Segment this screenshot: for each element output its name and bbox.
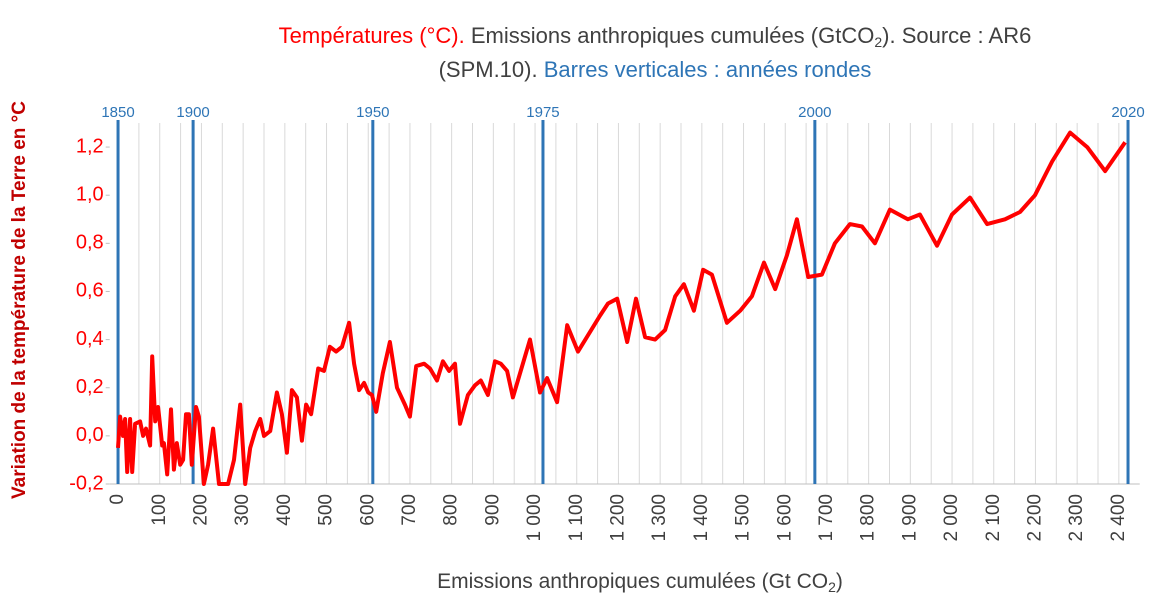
- y-tick-label: -0,2: [69, 472, 103, 494]
- x-tick-label: 400: [274, 494, 295, 526]
- x-tick-label: 300: [232, 494, 253, 526]
- y-tick-label: 0,2: [76, 376, 104, 398]
- x-tick-label: 1 200: [607, 494, 628, 542]
- y-axis-label: Variation de la température de la Terre …: [9, 101, 30, 499]
- y-tick-label: 0,4: [76, 328, 104, 350]
- chart-title: (SPM.10). Barres verticales : années ron…: [439, 57, 872, 82]
- x-tick-label: 900: [482, 494, 503, 526]
- x-tick-label: 1 500: [733, 494, 754, 542]
- chart-title: Températures (°C). Emissions anthropique…: [279, 23, 1032, 50]
- x-tick-label: 2 100: [983, 494, 1004, 542]
- year-label: 1850: [101, 104, 134, 121]
- x-tick-label: 1 300: [649, 494, 670, 542]
- x-tick-label: 1 100: [566, 494, 587, 542]
- x-tick-label: 1 900: [899, 494, 920, 542]
- year-label: 1900: [176, 104, 209, 121]
- x-tick-label: 700: [399, 494, 420, 526]
- x-tick-label: 1 600: [774, 494, 795, 542]
- y-tick-label: 0,8: [76, 232, 104, 254]
- y-tick-label: 1,0: [76, 183, 104, 205]
- x-tick-label: 2 000: [941, 494, 962, 542]
- x-tick-label: 2 200: [1024, 494, 1045, 542]
- x-tick-label: 1 800: [858, 494, 879, 542]
- x-tick-label: 500: [316, 494, 337, 526]
- year-label: 1950: [356, 104, 389, 121]
- year-label: 2020: [1111, 104, 1144, 121]
- x-tick-label: 200: [190, 494, 211, 526]
- year-label: 1975: [526, 104, 559, 121]
- x-tick-label: 0: [107, 494, 128, 505]
- temperature-line: [116, 130, 1127, 486]
- x-tick-label: 600: [357, 494, 378, 526]
- y-tick-label: 0,6: [76, 280, 104, 302]
- x-axis-label: Emissions anthropiques cumulées (Gt CO2): [437, 570, 843, 595]
- x-tick-label: 2 400: [1108, 494, 1129, 542]
- y-tick-label: 1,2: [76, 135, 104, 157]
- year-label: 2000: [798, 104, 831, 121]
- x-tick-label: 1 400: [691, 494, 712, 542]
- x-tick-label: 100: [149, 494, 170, 526]
- x-tick-label: 1 000: [524, 494, 545, 542]
- y-tick-label: 0,0: [76, 424, 104, 446]
- x-tick-label: 1 700: [816, 494, 837, 542]
- x-tick-label: 800: [441, 494, 462, 526]
- x-tick-label: 2 300: [1066, 494, 1087, 542]
